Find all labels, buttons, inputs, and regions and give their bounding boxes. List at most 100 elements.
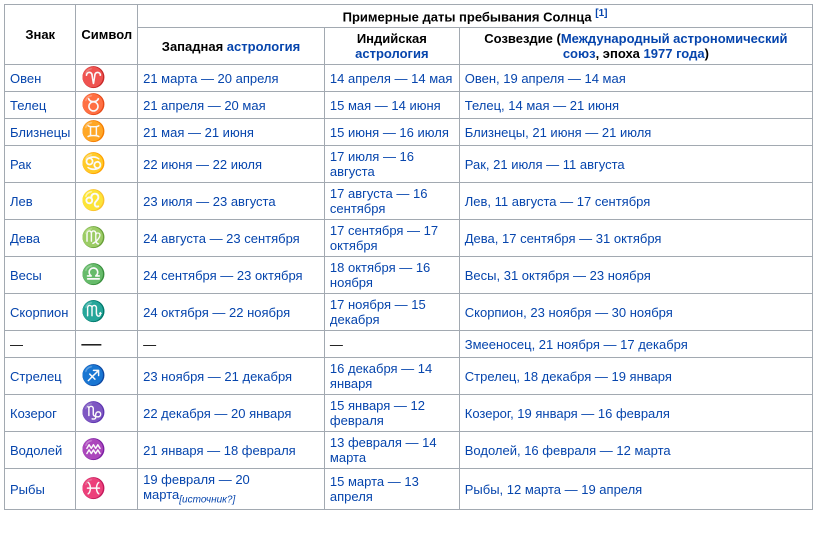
indian-astrology-link[interactable]: астрология <box>355 46 428 61</box>
constellation-cell: Водолей, 16 февраля — 12 марта <box>459 432 812 469</box>
constellation-link[interactable]: Близнецы, 21 июня — 21 июля <box>465 125 652 140</box>
sign-link[interactable]: Весы <box>10 268 42 283</box>
table-row: Скорпион♏24 октября — 22 ноября17 ноября… <box>5 294 813 331</box>
constellation-link[interactable]: Лев, 11 августа — 17 сентября <box>465 194 651 209</box>
symbol-cell: ♒ <box>76 432 138 469</box>
constellation-link[interactable]: Змееносец, 21 ноября — 17 декабря <box>465 337 688 352</box>
western-date-link[interactable]: 22 декабря — 20 января <box>143 406 291 421</box>
sign-link[interactable]: Овен <box>10 71 41 86</box>
constellation-link[interactable]: Рыбы, 12 марта — 19 апреля <box>465 482 642 497</box>
western-cell: 23 ноября — 21 декабря <box>138 358 325 395</box>
indian-date-link[interactable]: 18 октября — 16 ноября <box>330 260 430 290</box>
indian-cell: — <box>324 331 459 358</box>
sign-cell: Скорпион <box>5 294 76 331</box>
indian-date-link[interactable]: 16 декабря — 14 января <box>330 361 432 391</box>
sign-cell: — <box>5 331 76 358</box>
western-date-link[interactable]: 23 июля — 23 августа <box>143 194 276 209</box>
constellation-cell: Стрелец, 18 декабря — 19 января <box>459 358 812 395</box>
indian-cell: 17 сентября — 17 октября <box>324 220 459 257</box>
constellation-link[interactable]: Скорпион, 23 ноября — 30 ноября <box>465 305 673 320</box>
epoch-link[interactable]: 1977 года <box>644 46 705 61</box>
constellation-link[interactable]: Козерог, 19 января — 16 февраля <box>465 406 670 421</box>
table-row: Близнецы♊21 мая — 21 июня15 июня — 16 ию… <box>5 119 813 146</box>
constellation-link[interactable]: Овен, 19 апреля — 14 мая <box>465 71 626 86</box>
constellation-cell: Лев, 11 августа — 17 сентября <box>459 183 812 220</box>
indian-date-link[interactable]: 13 февраля — 14 марта <box>330 435 437 465</box>
indian-date-link[interactable]: 15 января — 12 февраля <box>330 398 425 428</box>
sign-link[interactable]: Телец <box>10 98 46 113</box>
indian-cell: 15 марта — 13 апреля <box>324 469 459 510</box>
sign-link[interactable]: Дева <box>10 231 40 246</box>
indian-cell: 18 октября — 16 ноября <box>324 257 459 294</box>
western-date-link[interactable]: 21 марта — 20 апреля <box>143 71 278 86</box>
sign-link[interactable]: Близнецы <box>10 125 70 140</box>
table-row: Дева♍24 августа — 23 сентября17 сентября… <box>5 220 813 257</box>
indian-date-link[interactable]: 15 мая — 14 июня <box>330 98 441 113</box>
western-date-link[interactable]: 21 апреля — 20 мая <box>143 98 266 113</box>
sign-link[interactable]: Рак <box>10 157 31 172</box>
western-cell: 22 июня — 22 июля <box>138 146 325 183</box>
table-row: Водолей ♒ 21 января — 18 февраля 13 февраля… <box>5 432 813 469</box>
table-row: Телец♉21 апреля — 20 мая15 мая — 14 июня… <box>5 92 813 119</box>
table-row: ————Змееносец, 21 ноября — 17 декабря <box>5 331 813 358</box>
western-cell: 24 сентября — 23 октября <box>138 257 325 294</box>
table-row: Весы ♎ 24 сентября — 23 октября 18 октября … <box>5 257 813 294</box>
sign-link[interactable]: Скорпион <box>10 305 68 320</box>
western-date-link[interactable]: 23 ноября — 21 декабря <box>143 369 292 384</box>
constellation-cell: Скорпион, 23 ноября — 30 ноября <box>459 294 812 331</box>
constellation-cell: Овен, 19 апреля — 14 мая <box>459 65 812 92</box>
constellation-cell: Весы, 31 октября — 23 ноября <box>459 257 812 294</box>
western-date-link[interactable]: 22 июня — 22 июля <box>143 157 262 172</box>
indian-date-link[interactable]: 17 сентября — 17 октября <box>330 223 438 253</box>
western-date-link[interactable]: 21 января — 18 февраля <box>143 443 296 458</box>
symbol-cell: ♓ <box>76 469 138 510</box>
western-date-link[interactable]: 21 мая — 21 июня <box>143 125 254 140</box>
constellation-link[interactable]: Дева, 17 сентября — 31 октября <box>465 231 662 246</box>
constellation-link[interactable]: Водолей, 16 февраля — 12 марта <box>465 443 671 458</box>
indian-cell: 17 августа — 16 сентября <box>324 183 459 220</box>
indian-date-link[interactable]: 17 ноября — 15 декабря <box>330 297 426 327</box>
western-date-link[interactable]: 24 октября — 22 ноября <box>143 305 290 320</box>
citation-needed[interactable]: [источник?] <box>179 495 235 506</box>
constellation-link[interactable]: Рак, 21 июля — 11 августа <box>465 157 625 172</box>
indian-cell: 16 декабря — 14 января <box>324 358 459 395</box>
indian-cell: 14 апреля — 14 мая <box>324 65 459 92</box>
indian-date-link[interactable]: 15 марта — 13 апреля <box>330 474 419 504</box>
sign-cell: Козерог <box>5 395 76 432</box>
sign-cell: Дева <box>5 220 76 257</box>
constellation-cell: Рыбы, 12 марта — 19 апреля <box>459 469 812 510</box>
sign-link[interactable]: Козерог <box>10 406 57 421</box>
sign-link[interactable]: Водолей <box>10 443 62 458</box>
indian-date-link[interactable]: 15 июня — 16 июля <box>330 125 449 140</box>
indian-date-link[interactable]: 14 апреля — 14 мая <box>330 71 453 86</box>
western-cell: 24 октября — 22 ноября <box>138 294 325 331</box>
col-constellation: Созвездие (Международный астрономический… <box>459 28 812 65</box>
indian-date-link[interactable]: 17 июля — 16 августа <box>330 149 414 179</box>
ref-link[interactable]: [1] <box>595 8 607 19</box>
indian-cell: 17 июля — 16 августа <box>324 146 459 183</box>
col-symbol: Символ <box>76 5 138 65</box>
constellation-link[interactable]: Весы, 31 октября — 23 ноября <box>465 268 651 283</box>
col-sign: Знак <box>5 5 76 65</box>
indian-date-link[interactable]: 17 августа — 16 сентября <box>330 186 428 216</box>
table-row: Лев♌23 июля — 23 августа17 августа — 16 … <box>5 183 813 220</box>
western-date-link[interactable]: 24 августа — 23 сентября <box>143 231 300 246</box>
constellation-link[interactable]: Стрелец, 18 декабря — 19 января <box>465 369 672 384</box>
western-cell: 19 февраля — 20 марта[источник?] <box>138 469 325 510</box>
sign-link[interactable]: Стрелец <box>10 369 62 384</box>
constellation-cell: Рак, 21 июля — 11 августа <box>459 146 812 183</box>
symbol-cell: ♎ <box>76 257 138 294</box>
western-astrology-link[interactable]: астрология <box>227 39 300 54</box>
constellation-link[interactable]: Телец, 14 мая — 21 июня <box>465 98 619 113</box>
sign-link[interactable]: Лев <box>10 194 33 209</box>
western-cell: 23 июля — 23 августа <box>138 183 325 220</box>
constellation-cell: Козерог, 19 января — 16 февраля <box>459 395 812 432</box>
indian-cell: 15 мая — 14 июня <box>324 92 459 119</box>
constellation-cell: Телец, 14 мая — 21 июня <box>459 92 812 119</box>
indian-cell: 15 января — 12 февраля <box>324 395 459 432</box>
sign-cell: Овен <box>5 65 76 92</box>
western-cell: — <box>138 331 325 358</box>
col-indian: Индийская астрология <box>324 28 459 65</box>
sign-link[interactable]: Рыбы <box>10 482 45 497</box>
western-date-link[interactable]: 24 сентября — 23 октября <box>143 268 302 283</box>
